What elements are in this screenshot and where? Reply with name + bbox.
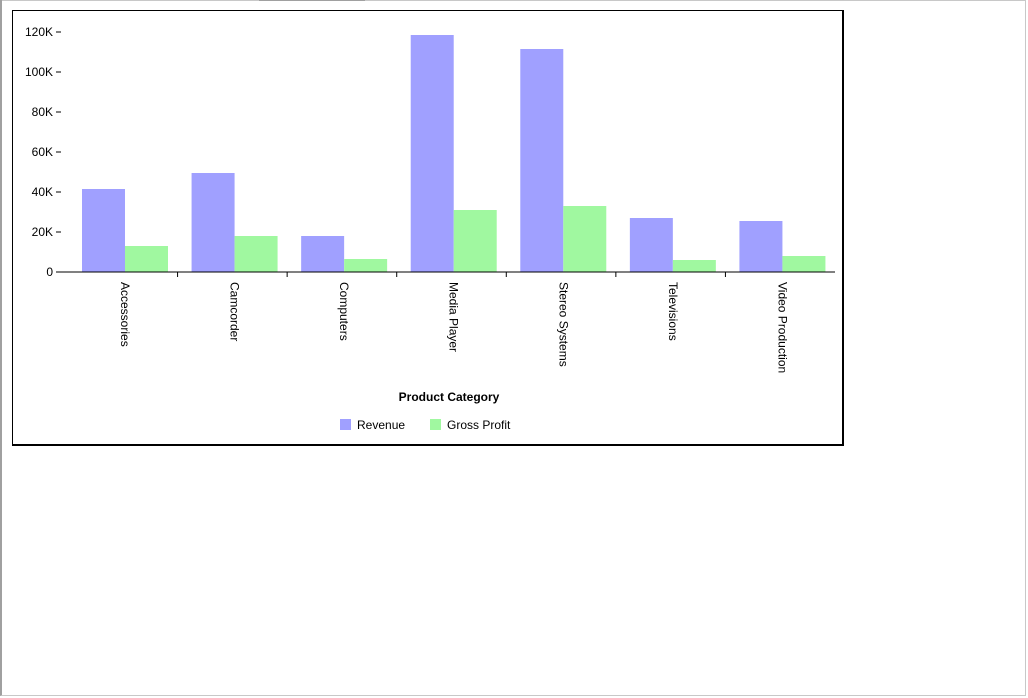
- category-label: Media Player: [447, 282, 461, 352]
- legend-label: Gross Profit: [447, 418, 511, 432]
- legend-swatch: [430, 419, 441, 430]
- y-tick-label: 40K: [32, 185, 53, 199]
- legend-label: Revenue: [357, 418, 405, 432]
- category-label: Televisions: [666, 282, 680, 341]
- category-label: Camcorder: [228, 282, 242, 341]
- bar-revenue: [82, 189, 125, 272]
- bar-revenue: [301, 236, 345, 272]
- bar-revenue: [191, 173, 235, 272]
- bar-gross-profit: [563, 206, 607, 272]
- category-label: Video Production: [775, 282, 789, 373]
- bar-revenue: [739, 221, 783, 272]
- category-label: Stereo Systems: [556, 282, 570, 367]
- y-tick-label: 20K: [32, 225, 53, 239]
- bars: [82, 35, 826, 272]
- bar-gross-profit: [344, 259, 388, 272]
- bar-revenue: [410, 35, 454, 272]
- y-tick-label: 60K: [32, 145, 53, 159]
- bar-revenue: [520, 49, 564, 272]
- bar-gross-profit: [672, 260, 716, 272]
- category-label: Accessories: [118, 282, 132, 347]
- chart-frame: 0 20K 40K 60K 80K 100K 120K Accessories Camcord…: [12, 10, 844, 446]
- y-tick-label: 100K: [25, 65, 53, 79]
- category-label: Computers: [337, 282, 351, 341]
- bar-chart: 0 20K 40K 60K 80K 100K 120K Accessories Camcord…: [25, 25, 835, 432]
- top-border-segment: [365, 0, 1026, 1]
- bar-revenue: [629, 218, 673, 272]
- bar-gross-profit: [453, 210, 497, 272]
- y-tick-label: 80K: [32, 105, 53, 119]
- legend: Revenue Gross Profit: [340, 418, 511, 432]
- top-border-segment: [2, 0, 259, 1]
- legend-swatch: [340, 419, 351, 430]
- x-axis: Accessories Camcorder Computers Media Playe…: [56, 271, 835, 373]
- y-tick-label: 120K: [25, 25, 53, 39]
- bar-gross-profit: [234, 236, 278, 272]
- bar-gross-profit: [782, 256, 826, 272]
- x-axis-title: Product Category: [399, 390, 500, 404]
- y-tick-label: 0: [46, 265, 53, 279]
- bar-gross-profit: [125, 246, 168, 272]
- y-axis: 0 20K 40K 60K 80K 100K 120K: [25, 25, 61, 279]
